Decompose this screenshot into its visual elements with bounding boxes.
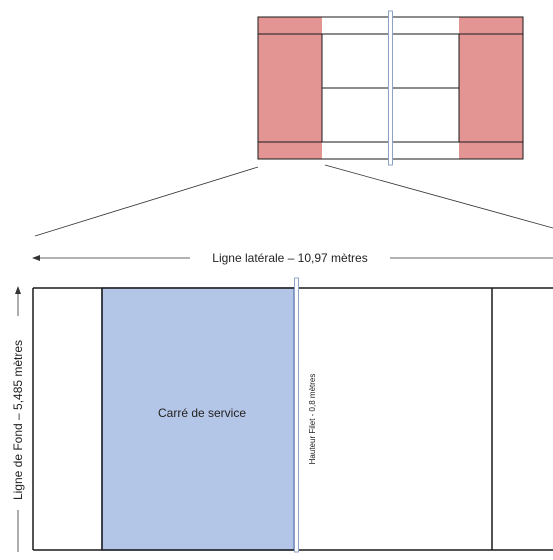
service-box-label: Carré de service — [158, 406, 246, 420]
overview-court — [257, 10, 524, 166]
sideline-dimension: Ligne latérale – 10,97 mètres — [32, 251, 553, 265]
zoom-line-left — [34, 166, 259, 237]
sideline-label: Ligne latérale – 10,97 mètres — [212, 251, 367, 265]
baseline-dimension: Ligne de Fond – 5,485 mètres — [11, 286, 25, 552]
overview-net — [388, 10, 393, 166]
baseline-label: Ligne de Fond – 5,485 mètres — [11, 340, 25, 500]
sideline-arrowhead-icon — [32, 255, 40, 261]
zoom-line-right — [324, 164, 553, 229]
net-height-label: Hauteur Filet - 0,8 mètres — [308, 374, 317, 465]
baseline-arrowhead-icon — [15, 286, 21, 294]
zoomed-court: Carré de service Hauteur Filet - 0,8 mèt… — [32, 277, 553, 553]
zoomed-net — [294, 277, 299, 553]
service-box — [101, 287, 295, 551]
overview-left-shaded-area — [258, 17, 322, 159]
overview-right-shaded-area — [459, 17, 523, 159]
